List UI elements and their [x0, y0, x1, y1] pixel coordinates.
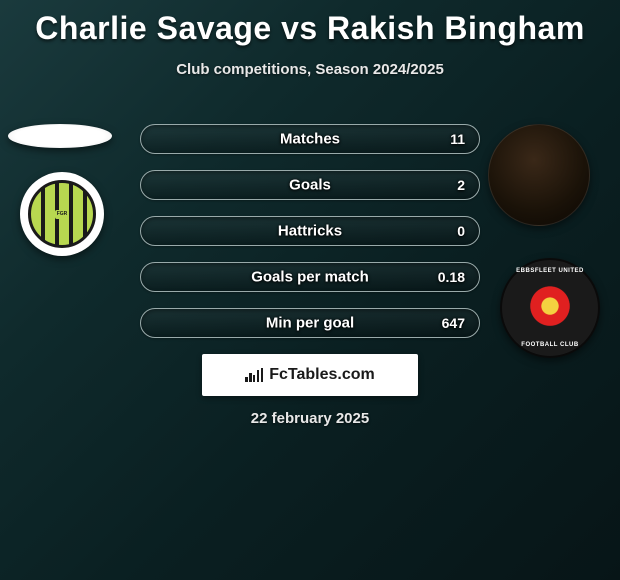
player-left-avatar	[8, 124, 112, 148]
subtitle: Club competitions, Season 2024/2025	[0, 61, 620, 78]
stat-label: Matches	[280, 131, 340, 148]
club-right-badge: EBBSFLEET UNITED FOOTBALL CLUB	[500, 258, 600, 358]
stat-label: Goals per match	[251, 269, 369, 286]
stat-label: Min per goal	[266, 315, 354, 332]
stat-bar: Matches 11	[140, 124, 480, 154]
stat-bar: Min per goal 647	[140, 308, 480, 338]
club-left-short: FGR	[55, 210, 70, 219]
stat-value-right: 0	[457, 223, 465, 239]
stat-bar: Goals per match 0.18	[140, 262, 480, 292]
bar-chart-icon	[245, 368, 263, 382]
stat-value-right: 647	[442, 315, 465, 331]
page-title: Charlie Savage vs Rakish Bingham	[0, 0, 620, 47]
stat-value-right: 11	[450, 131, 465, 147]
stat-value-right: 0.18	[438, 269, 465, 285]
stat-bars: Matches 11 Goals 2 Hattricks 0 Goals per…	[140, 124, 480, 354]
club-left-badge-inner: FGR	[28, 180, 96, 248]
player-right-avatar	[488, 124, 590, 226]
club-right-text-bottom: FOOTBALL CLUB	[502, 342, 598, 348]
stat-value-right: 2	[457, 177, 465, 193]
stat-bar: Goals 2	[140, 170, 480, 200]
footer-brand-text: FcTables.com	[269, 366, 375, 384]
date-text: 22 february 2025	[251, 410, 369, 427]
stat-label: Goals	[289, 177, 331, 194]
club-left-badge: FGR	[20, 172, 104, 256]
stat-bar: Hattricks 0	[140, 216, 480, 246]
club-right-text-top: EBBSFLEET UNITED	[502, 268, 598, 274]
stat-label: Hattricks	[278, 223, 342, 240]
content-area: Charlie Savage vs Rakish Bingham Club co…	[0, 0, 620, 580]
footer-brand-badge: FcTables.com	[202, 354, 418, 396]
